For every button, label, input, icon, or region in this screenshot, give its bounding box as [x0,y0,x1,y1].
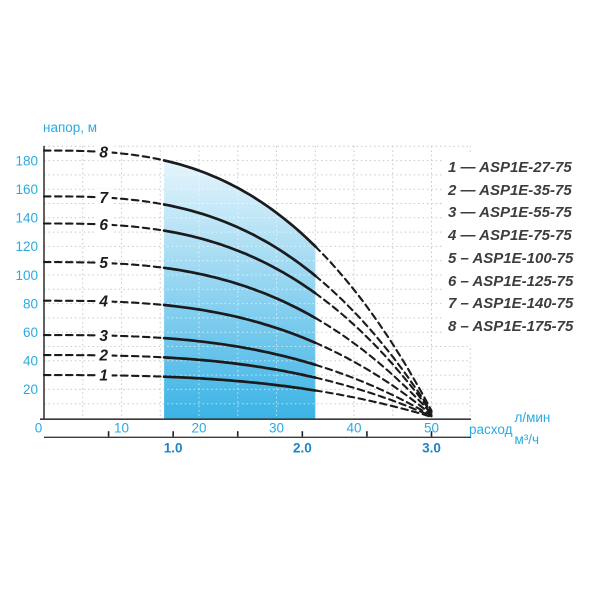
curve-number-bg [95,326,112,344]
x-tick-label-m3h: 2.0 [293,441,312,456]
curve-number-bg [95,143,112,161]
pump-curve-4-right-dashed [314,341,433,416]
x-tick-label-lmin: 30 [269,421,284,436]
x-tick-label-lmin: 20 [191,421,206,436]
working-range-band [164,160,316,419]
y-axis-title: напор, м [43,120,98,135]
legend-item-8: 8 – ASP1E-175-75 [448,317,574,335]
legend-item-6: 6 – ASP1E-125-75 [448,272,574,290]
legend-item-1: 1 — ASP1E-27-75 [448,159,572,176]
x-tick-label-lmin: 0 [35,421,43,436]
x-axis-title: расход [469,422,513,437]
x-tick-label-lmin: 50 [424,421,439,436]
pump-curve-5-right-dashed [314,316,433,415]
x-tick-label-lmin: 10 [114,421,129,436]
pump-curve-1-solid [162,375,317,392]
legend-item-5: 5 – ASP1E-100-75 [448,249,574,267]
pump-curve-8-right-dashed [314,245,433,412]
y-tick-label: 60 [23,325,38,340]
y-tick-label: 160 [15,182,38,197]
y-tick-label: 140 [15,211,38,226]
pump-curve-7-solid [162,203,317,278]
curve-number-5: 5 [99,255,108,272]
curve-number-3: 3 [99,328,108,345]
x-axis-unit-lmin: л/мин [514,410,551,425]
x-axis-unit-m3h: м³/ч [514,432,540,447]
pump-curve-8-solid [162,159,317,248]
y-tick-label: 120 [15,239,38,254]
pump-curve-7-right-dashed [314,274,433,413]
pump-curve-1-right-dashed [314,389,433,418]
x-axis-units: л/мин м³/ч [514,411,550,447]
pump-curve-2-right-dashed [314,376,433,418]
pump-curve-3-right-dashed [314,363,433,417]
pump-curve-5-solid [162,266,317,320]
curve-number-bg [95,292,112,310]
curve-number-1: 1 [99,368,108,385]
y-tick-label: 20 [23,382,38,397]
curve-number-7: 7 [99,190,109,207]
y-tick-label: 80 [23,296,38,311]
pump-curve-2-solid [162,356,317,379]
curve-number-6: 6 [99,217,108,234]
x-axis-title-block: расход л/мин м³/ч [469,411,550,447]
x-tick-label-lmin: 40 [346,421,361,436]
legend-item-7: 7 – ASP1E-140-75 [448,295,574,313]
curve-number-bg [95,254,112,272]
legend-item-4: 4 — ASP1E-75-75 [448,227,572,245]
curve-legend: 1 — ASP1E-27-75 2 — ASP1E-35-75 3 — ASP1E-… [443,153,588,345]
pump-curve-6-right-dashed [314,292,433,414]
curve-number-bg [95,346,112,364]
y-tick-label: 100 [15,268,38,283]
curve-number-8: 8 [99,144,108,161]
x-tick-label-m3h: 1.0 [164,441,183,456]
curve-number-bg [95,366,112,384]
pump-curve-3-solid [162,336,317,367]
y-tick-label: 40 [23,354,38,369]
curve-number-bg [95,216,112,234]
legend-item-3: 3 — ASP1E-55-75 [448,204,572,222]
curve-number-bg [95,188,112,206]
legend-item-2: 2 — ASP1E-35-75 [448,181,572,199]
curve-number-2: 2 [98,348,108,365]
curve-number-4: 4 [98,294,108,311]
pump-curve-6-solid [162,229,317,295]
pump-curve-4-solid [162,303,317,345]
x-tick-label-m3h: 3.0 [422,441,441,456]
y-tick-label: 180 [15,153,38,168]
